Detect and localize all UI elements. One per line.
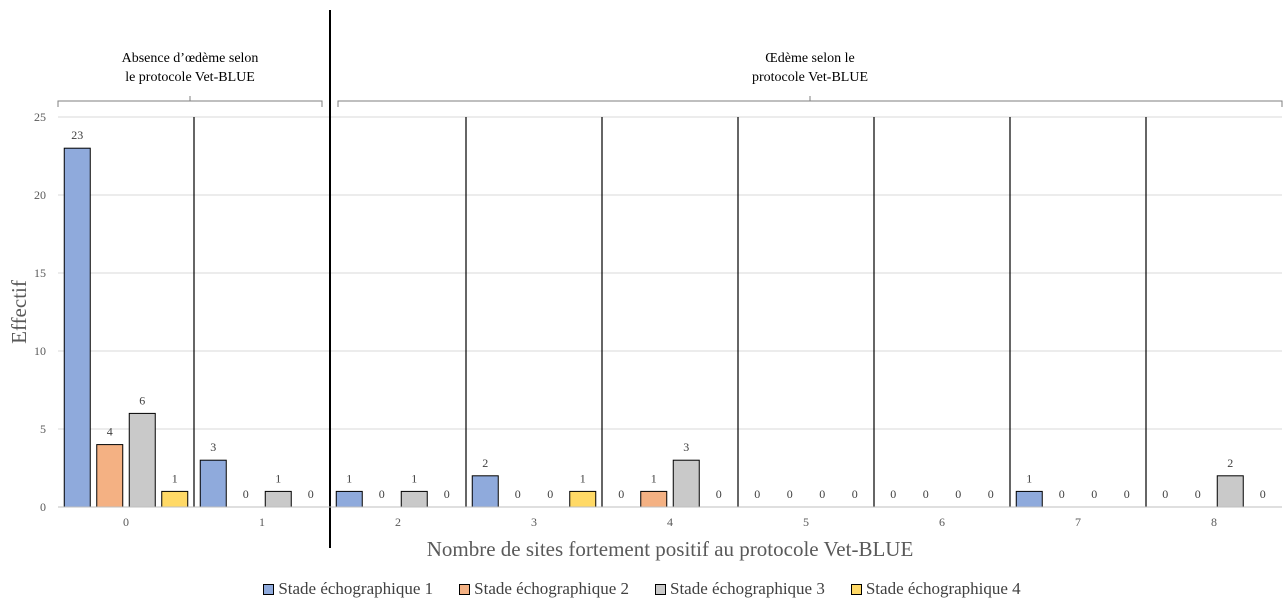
data-label-cat1-stade-2: 0 xyxy=(243,487,249,501)
group-label-no-edema-line2: le protocole Vet-BLUE xyxy=(125,70,255,85)
x-tick-label-8: 8 xyxy=(1211,515,1217,529)
data-label-cat6-stade-2: 0 xyxy=(923,487,929,501)
data-label-cat2-stade-1: 1 xyxy=(346,471,352,485)
data-label-cat5-stade-4: 0 xyxy=(852,487,858,501)
bar-cat1-stade-1 xyxy=(199,459,227,508)
legend-swatch-stade-1 xyxy=(263,583,275,595)
bar-cat2-stade-1 xyxy=(335,490,363,508)
data-label-cat4-stade-3: 3 xyxy=(683,440,689,454)
bar-cat0-stade-1 xyxy=(63,147,91,508)
group-label-no-edema-line1: Absence d’œdème selon xyxy=(122,51,259,66)
bar-cat8-stade-3 xyxy=(1216,475,1244,508)
data-label-cat4-stade-2: 1 xyxy=(651,471,657,485)
bar-cat3-stade-4 xyxy=(569,490,597,508)
legend-item-stade-4: Stade échographique 4 xyxy=(850,579,1021,599)
y-tick-label-25: 25 xyxy=(34,110,46,124)
data-label-cat3-stade-2: 0 xyxy=(515,487,521,501)
legend-item-stade-2: Stade échographique 2 xyxy=(459,579,629,599)
data-label-cat2-stade-2: 0 xyxy=(379,487,385,501)
data-label-cat8-stade-1: 0 xyxy=(1162,487,1168,501)
data-label-cat1-stade-4: 0 xyxy=(308,487,314,501)
data-label-cat3-stade-4: 1 xyxy=(580,471,586,485)
data-label-cat0-stade-2: 4 xyxy=(107,425,113,439)
legend-label-stade-4: Stade échographique 4 xyxy=(865,579,1021,598)
group-bracket-no-edema xyxy=(57,96,323,107)
data-label-cat4-stade-1: 0 xyxy=(618,487,624,501)
x-tick-label-2: 2 xyxy=(395,515,401,529)
data-label-cat5-stade-1: 0 xyxy=(754,487,760,501)
group-label-edema-line1: Œdème selon le xyxy=(765,51,854,66)
data-label-cat8-stade-3: 2 xyxy=(1227,456,1233,470)
group-label-edema-line2: protocole Vet-BLUE xyxy=(752,70,868,85)
legend-swatch-stade-3 xyxy=(655,583,666,595)
bar-cat0-stade-3 xyxy=(128,412,156,508)
x-tick-label-5: 5 xyxy=(803,515,809,529)
bar-cat3-stade-1 xyxy=(471,475,499,508)
data-label-cat3-stade-1: 2 xyxy=(482,456,488,470)
x-tick-label-7: 7 xyxy=(1075,515,1081,529)
data-label-cat6-stade-1: 0 xyxy=(890,487,896,501)
legend-item-stade-1: Stade échographique 1 xyxy=(263,579,433,599)
data-label-cat2-stade-4: 0 xyxy=(444,487,450,501)
bar-cat1-stade-3 xyxy=(264,490,292,508)
data-label-cat0-stade-3: 6 xyxy=(139,393,145,407)
legend-label-stade-2: Stade échographique 2 xyxy=(474,579,629,598)
data-label-cat4-stade-4: 0 xyxy=(716,487,722,501)
bar-cat4-stade-3 xyxy=(672,459,700,508)
legend-swatch-stade-2 xyxy=(459,583,471,595)
y-tick-label-5: 5 xyxy=(40,422,46,436)
legend-swatch-stade-4 xyxy=(850,583,862,595)
legend-item-stade-3: Stade échographique 3 xyxy=(655,579,825,599)
data-label-cat1-stade-1: 3 xyxy=(210,440,216,454)
data-label-cat0-stade-1: 23 xyxy=(71,128,83,142)
data-label-cat8-stade-4: 0 xyxy=(1260,487,1266,501)
data-label-cat1-stade-3: 1 xyxy=(275,471,281,485)
x-axis-title: Nombre de sites fortement positif au pro… xyxy=(427,537,914,561)
group-bracket-edema xyxy=(337,96,1283,107)
y-tick-label-0: 0 xyxy=(40,500,46,514)
bar-cat4-stade-2 xyxy=(640,490,668,508)
bar-cat0-stade-4 xyxy=(161,490,189,508)
bar-cat2-stade-3 xyxy=(400,490,428,508)
data-label-cat7-stade-3: 0 xyxy=(1091,487,1097,501)
data-label-cat8-stade-2: 0 xyxy=(1195,487,1201,501)
data-label-cat7-stade-4: 0 xyxy=(1124,487,1130,501)
data-label-cat2-stade-3: 1 xyxy=(411,471,417,485)
legend-label-stade-1: Stade échographique 1 xyxy=(278,579,434,598)
x-tick-label-3: 3 xyxy=(531,515,537,529)
data-label-cat0-stade-4: 1 xyxy=(172,471,178,485)
data-label-cat6-stade-4: 0 xyxy=(988,487,994,501)
data-label-cat7-stade-2: 0 xyxy=(1059,487,1065,501)
bar-cat0-stade-2 xyxy=(96,444,124,508)
data-label-cat3-stade-3: 0 xyxy=(547,487,553,501)
data-label-cat6-stade-3: 0 xyxy=(955,487,961,501)
data-label-cat5-stade-3: 0 xyxy=(819,487,825,501)
data-label-cat7-stade-1: 1 xyxy=(1026,471,1032,485)
legend: Stade échographique 1 Stade échographiqu… xyxy=(0,578,1284,600)
y-axis-title: Effectif xyxy=(7,280,31,344)
x-tick-label-4: 4 xyxy=(667,515,673,529)
bar-cat7-stade-1 xyxy=(1015,490,1043,508)
legend-label-stade-3: Stade échographique 3 xyxy=(670,579,825,598)
data-label-cat5-stade-2: 0 xyxy=(787,487,793,501)
x-tick-label-1: 1 xyxy=(259,515,265,529)
y-tick-label-15: 15 xyxy=(34,266,46,280)
y-tick-label-10: 10 xyxy=(34,344,46,358)
x-tick-label-0: 0 xyxy=(123,515,129,529)
y-tick-label-20: 20 xyxy=(34,188,46,202)
x-tick-label-6: 6 xyxy=(939,515,945,529)
